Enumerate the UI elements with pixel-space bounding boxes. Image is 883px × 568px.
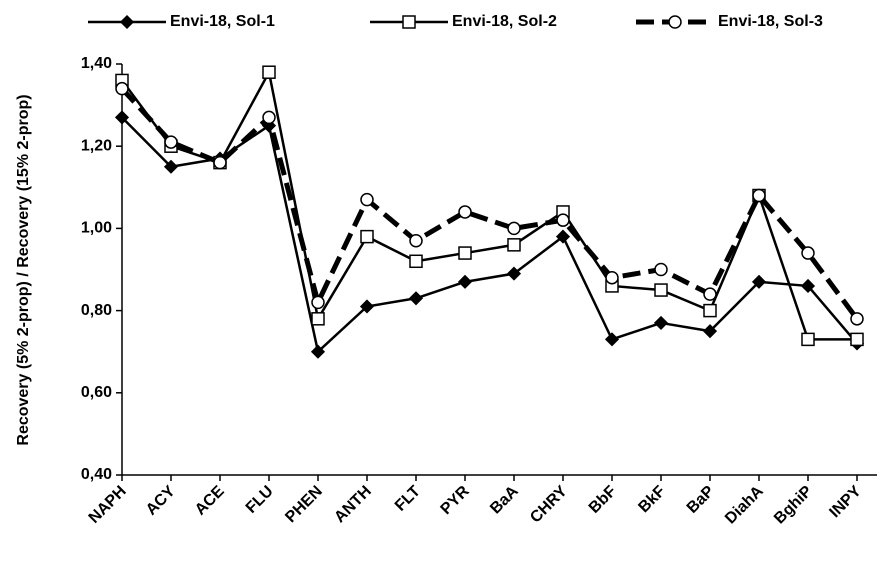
data-point — [703, 303, 717, 318]
data-point — [703, 287, 717, 301]
x-tick-label: DiahA — [722, 482, 767, 527]
y-tick-label: 0,80 — [81, 302, 112, 319]
data-point — [654, 262, 668, 277]
legend-marker — [402, 15, 416, 29]
data-point — [408, 291, 424, 306]
data-point — [506, 266, 522, 281]
y-tick-label: 1,20 — [81, 137, 112, 154]
data-point — [702, 324, 718, 339]
x-tick-label: ACY — [143, 483, 179, 519]
data-point — [801, 246, 815, 260]
y-tick-label: 1,00 — [81, 220, 112, 237]
data-point — [359, 299, 375, 314]
x-tick-label: BaA — [487, 482, 522, 517]
data-point — [262, 110, 276, 125]
data-point — [556, 213, 570, 227]
data-point — [800, 278, 816, 294]
legend-label: Envi-18, Sol-2 — [452, 13, 557, 30]
data-point — [213, 155, 227, 170]
data-point — [653, 315, 669, 330]
y-tick-label: 0,60 — [81, 384, 112, 401]
data-point — [311, 295, 325, 310]
x-tick-label: FLU — [243, 483, 277, 517]
data-point — [507, 238, 521, 252]
data-point — [360, 229, 374, 244]
data-point — [163, 159, 179, 174]
series-line — [120, 70, 857, 341]
data-point — [850, 332, 864, 347]
data-point — [752, 188, 766, 203]
legend-label: Envi-18, Sol-1 — [170, 13, 275, 30]
x-tick-label: BkF — [635, 483, 669, 517]
data-point — [654, 283, 668, 297]
x-tick-label: ACE — [192, 483, 228, 519]
data-point — [457, 274, 473, 289]
data-point — [114, 110, 130, 125]
data-point — [605, 270, 619, 285]
y-tick-label: 0,40 — [81, 466, 112, 483]
x-tick-label: NAPH — [86, 483, 130, 527]
data-point — [115, 81, 129, 96]
data-point — [409, 233, 423, 248]
data-point — [507, 221, 521, 236]
x-tick-label: ANTH — [331, 483, 374, 526]
x-tick-label: PYR — [438, 482, 474, 518]
data-point — [458, 246, 472, 260]
legend-marker — [119, 14, 135, 30]
x-tick-label: PHEN — [282, 483, 325, 526]
x-tick-label: CHRY — [527, 483, 571, 527]
x-tick-label: INPY — [826, 483, 865, 522]
y-tick-label: 1,40 — [81, 55, 112, 72]
data-point — [555, 229, 571, 244]
data-point — [360, 192, 374, 207]
data-point — [164, 135, 178, 149]
data-point — [801, 332, 815, 347]
x-tick-label: BaP — [684, 483, 718, 517]
data-point — [751, 274, 767, 289]
x-tick-label: BbF — [586, 483, 620, 517]
data-point — [310, 344, 326, 359]
legend-marker — [668, 15, 682, 29]
data-point — [409, 254, 423, 269]
x-tick-label: FLT — [392, 483, 424, 515]
data-point — [262, 65, 276, 79]
x-tick-label: BghiP — [771, 483, 816, 528]
legend-label: Envi-18, Sol-3 — [718, 13, 823, 30]
data-point — [458, 205, 472, 219]
data-point — [311, 312, 325, 326]
y-axis-title: Recovery (5% 2-prop) / Recovery (15% 2-p… — [15, 94, 32, 445]
series-line — [120, 86, 860, 321]
data-point — [850, 312, 864, 326]
data-point — [604, 332, 620, 347]
